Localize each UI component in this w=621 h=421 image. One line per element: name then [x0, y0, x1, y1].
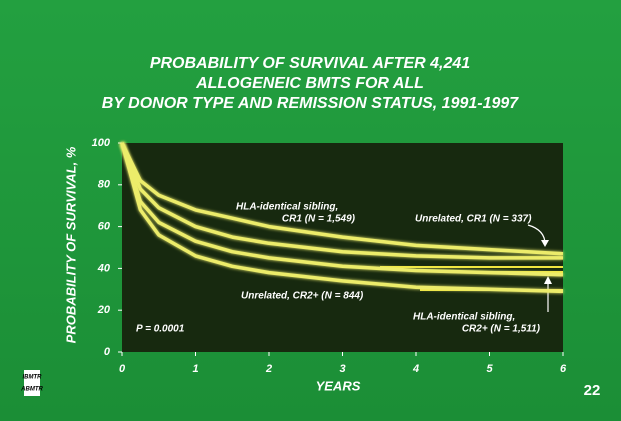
arrow-head: [544, 276, 552, 284]
y-axis-label: PROBABILITY OF SURVIVAL, %: [63, 146, 78, 343]
chart-title: PROBABILITY OF SURVIVAL AFTER 4,241: [150, 55, 470, 72]
annotation: HLA-identical sibling,: [413, 312, 515, 323]
annotation: P = 0.0001: [136, 324, 185, 335]
y-tick-label: 100: [92, 137, 111, 149]
x-tick-label: 2: [265, 363, 272, 375]
plot-area: [122, 143, 563, 352]
page-number: 22: [584, 382, 601, 399]
logo-text: ABMTR: [20, 387, 43, 393]
logo-text: IBMTR: [23, 375, 43, 381]
logo-box: [24, 370, 40, 396]
survival-curve: [120, 142, 563, 260]
arrow-head: [541, 240, 549, 247]
x-tick-label: 1: [192, 363, 198, 375]
x-tick-label: 5: [486, 363, 493, 375]
annotation: HLA-identical sibling,: [236, 202, 338, 213]
annotation: Unrelated, CR1 (N = 337): [415, 214, 532, 225]
chart-title: BY DONOR TYPE AND REMISSION STATUS, 1991…: [102, 95, 520, 112]
y-tick-label: 80: [98, 179, 111, 191]
y-tick-label: 20: [97, 304, 111, 316]
survival-curve: [120, 142, 564, 277]
y-tick-label: 60: [98, 221, 111, 233]
annotation: CR1 (N = 1,549): [282, 214, 356, 225]
annotation: CR2+ (N = 1,511): [462, 324, 541, 335]
x-tick-label: 3: [339, 363, 345, 375]
chart-title: ALLOGENEIC BMTS FOR ALL: [195, 75, 424, 92]
x-tick-label: 0: [119, 363, 126, 375]
y-tick-label: 40: [97, 262, 111, 274]
survival-curve: [120, 142, 564, 256]
x-axis-label: YEARS: [316, 378, 361, 393]
y-tick-label: 0: [104, 346, 111, 358]
survival-curve: [120, 142, 564, 294]
x-tick-label: 4: [412, 363, 419, 375]
annotation: Unrelated, CR2+ (N = 844): [241, 291, 364, 302]
x-tick-label: 6: [560, 363, 567, 375]
